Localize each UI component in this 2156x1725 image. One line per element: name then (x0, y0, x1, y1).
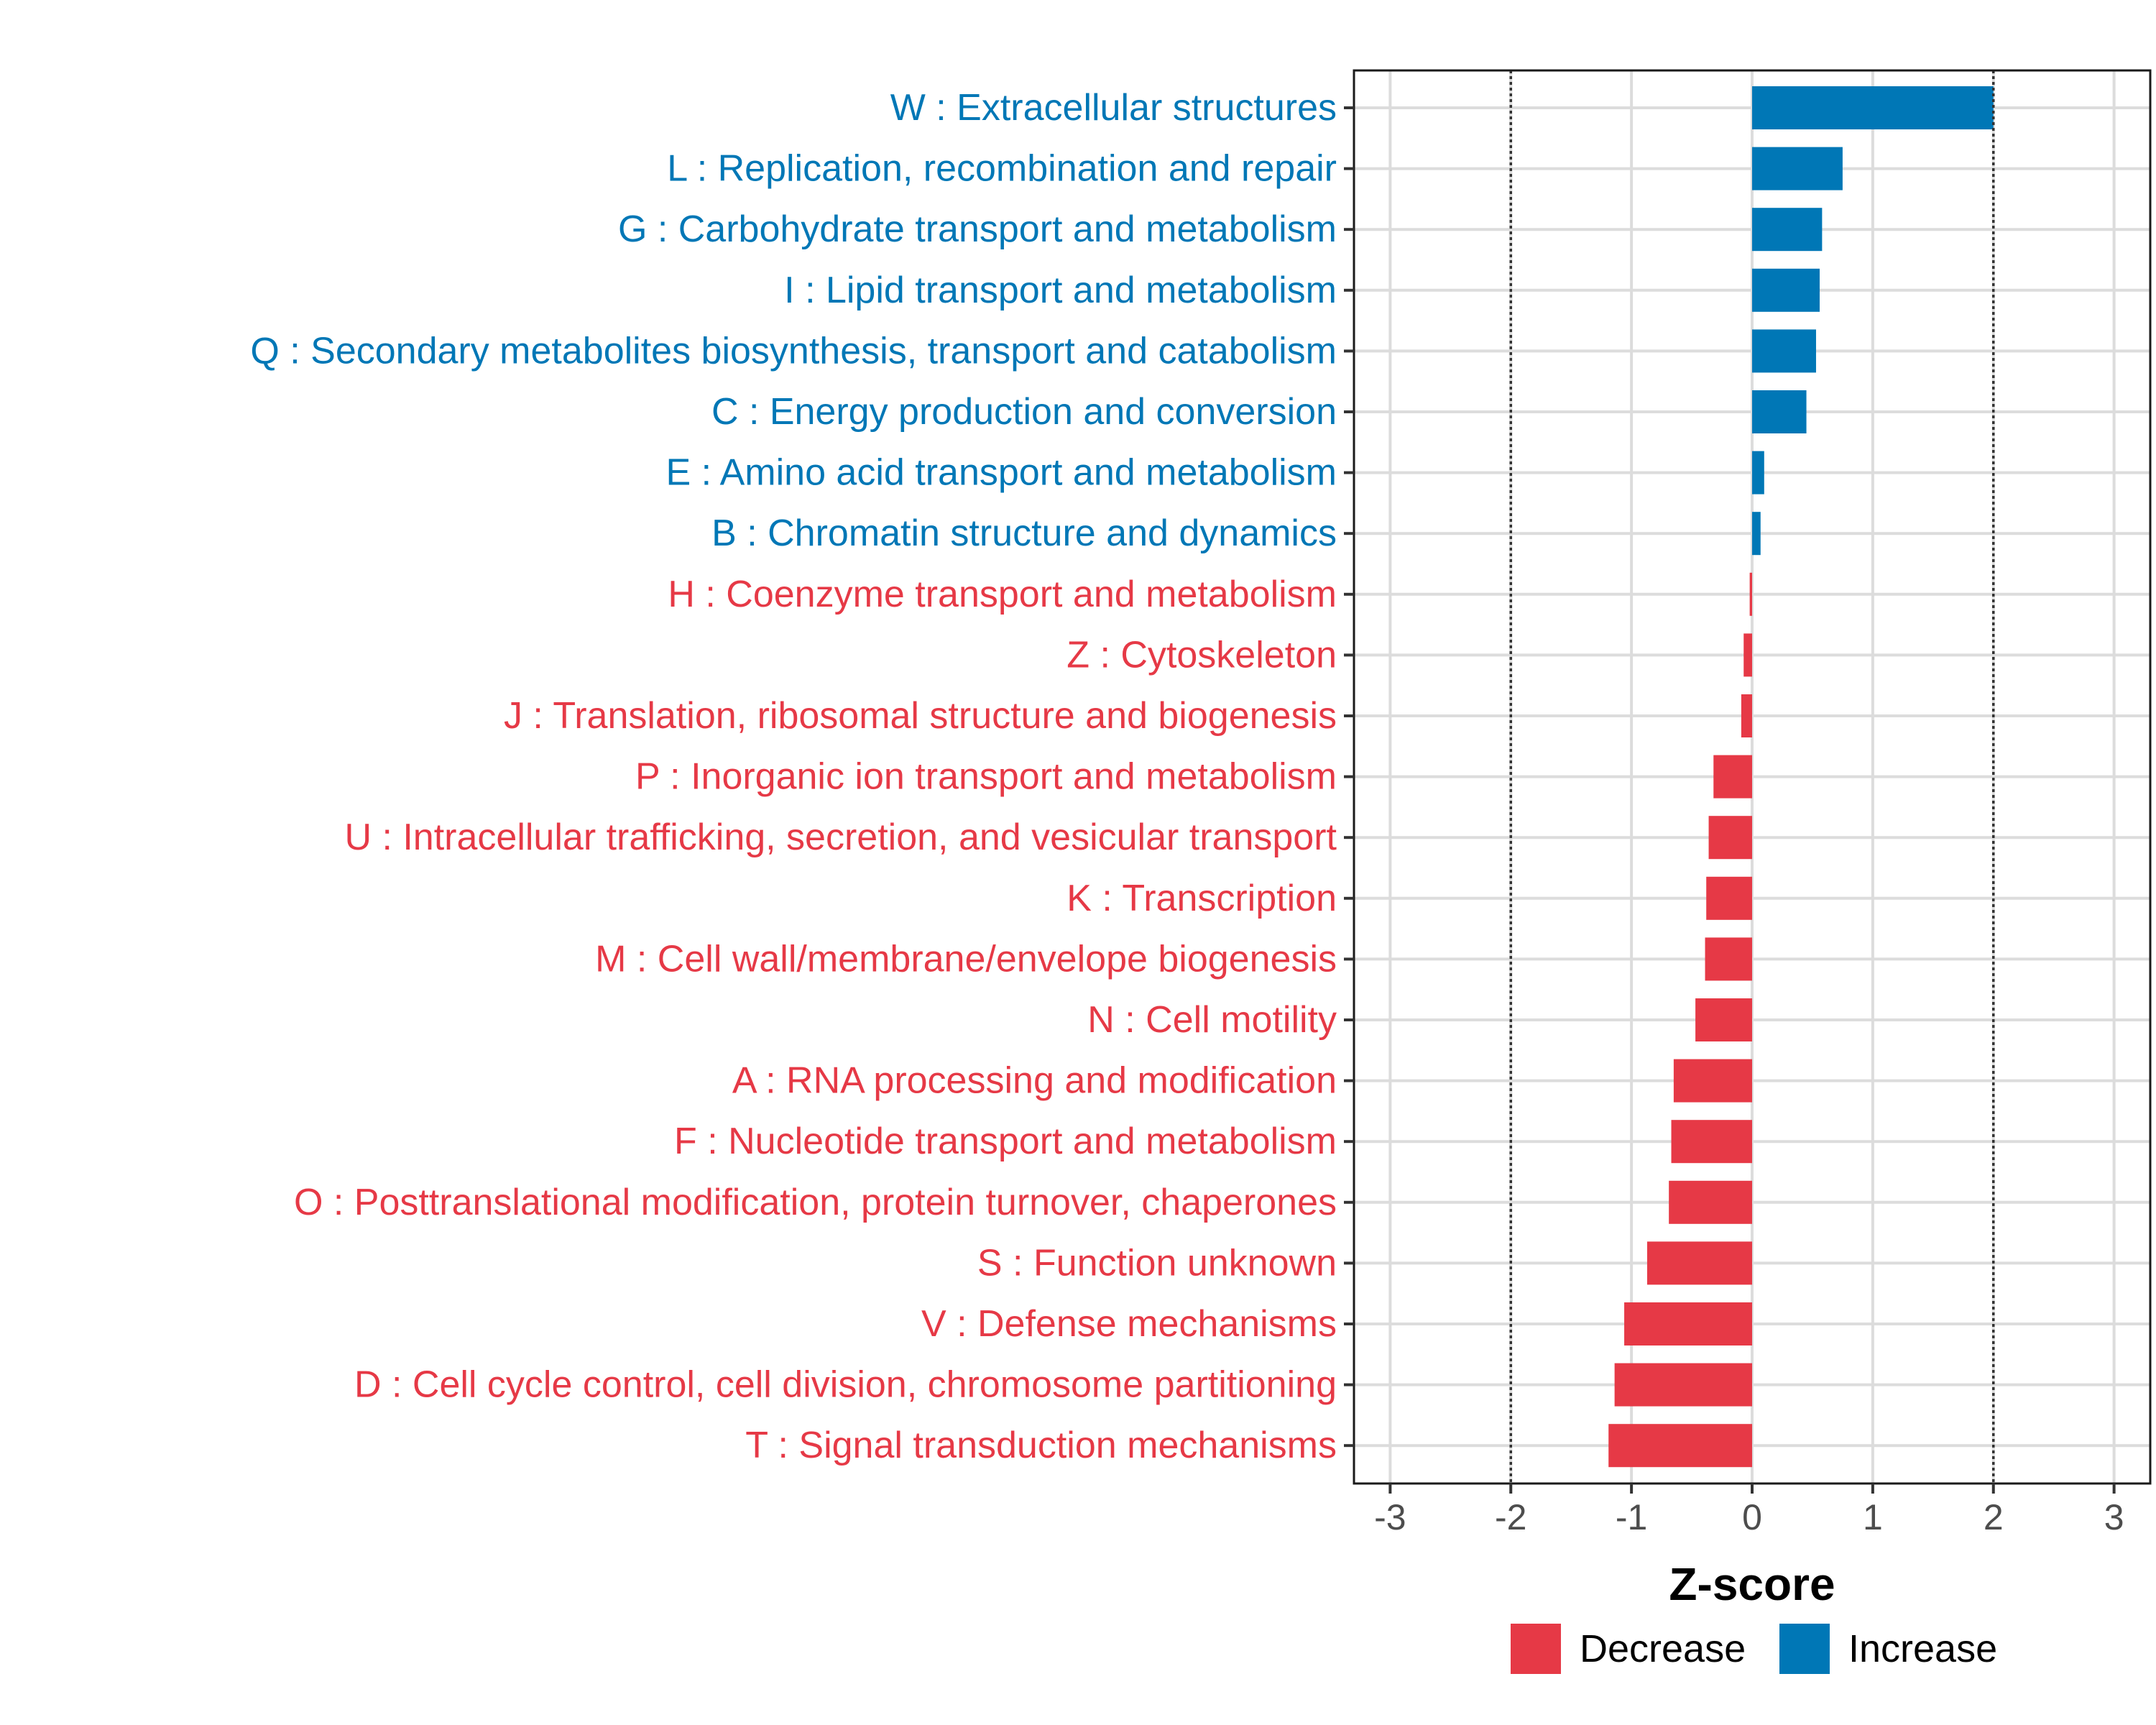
legend-key (1511, 1624, 1561, 1674)
bar (1673, 1059, 1752, 1103)
bar (1752, 390, 1807, 433)
category-label: H : Coenzyme transport and metabolism (668, 574, 1337, 615)
bar (1741, 694, 1752, 737)
legend-key (1779, 1624, 1830, 1674)
x-tick-label: -2 (1495, 1497, 1526, 1537)
bar (1608, 1424, 1752, 1468)
bar (1669, 1180, 1752, 1224)
y-axis-ticks (1344, 106, 1354, 1448)
category-label: N : Cell motility (1087, 999, 1337, 1041)
category-label: O : Posttranslational modification, prot… (294, 1182, 1337, 1223)
bar (1752, 147, 1843, 190)
bar (1713, 755, 1752, 799)
category-label: Q : Secondary metabolites biosynthesis, … (250, 330, 1337, 372)
x-tick-label: 2 (1984, 1497, 2004, 1537)
category-label: W : Extracellular structures (890, 87, 1337, 129)
category-label: J : Translation, ribosomal structure and… (504, 695, 1337, 737)
bar (1752, 451, 1764, 494)
x-tick-label: -3 (1374, 1497, 1406, 1537)
bar (1752, 268, 1820, 312)
category-label: I : Lipid transport and metabolism (784, 270, 1337, 311)
legend-label: Decrease (1580, 1627, 1746, 1670)
x-axis-title: Z-score (1669, 1558, 1835, 1610)
category-label: C : Energy production and conversion (711, 391, 1337, 433)
bar (1706, 876, 1752, 920)
category-label: D : Cell cycle control, cell division, c… (354, 1364, 1337, 1406)
category-label: U : Intracellular trafficking, secretion… (344, 816, 1337, 858)
x-tick-label: 3 (2104, 1497, 2124, 1537)
category-label: M : Cell wall/membrane/envelope biogenes… (595, 938, 1337, 980)
category-label: T : Signal transduction mechanisms (745, 1425, 1337, 1466)
category-label: E : Amino acid transport and metabolism (665, 452, 1337, 494)
legend-label: Increase (1848, 1627, 1997, 1670)
bar (1752, 329, 1816, 373)
bar (1749, 572, 1752, 616)
legend: Decrease Increase (1511, 1624, 1997, 1674)
category-label: S : Function unknown (977, 1242, 1337, 1284)
category-label: V : Defense mechanisms (921, 1303, 1337, 1345)
bar (1695, 998, 1752, 1041)
category-label: Z : Cytoskeleton (1067, 634, 1337, 676)
bar (1708, 816, 1752, 860)
x-axis-tick-labels: -3 -2 -1 0 1 2 3 (1374, 1497, 2124, 1537)
bar (1752, 86, 1994, 129)
x-tick-label: 0 (1742, 1497, 1762, 1537)
bar (1705, 937, 1752, 981)
bars (1608, 86, 1994, 1468)
category-label: F : Nucleotide transport and metabolism (674, 1121, 1337, 1162)
category-label: P : Inorganic ion transport and metaboli… (635, 756, 1337, 798)
bar (1752, 208, 1823, 252)
category-label: L : Replication, recombination and repai… (667, 148, 1337, 190)
category-label: B : Chromatin structure and dynamics (711, 512, 1337, 554)
bar (1671, 1120, 1752, 1164)
category-label: A : RNA processing and modification (732, 1060, 1337, 1102)
bar (1646, 1241, 1752, 1285)
bar (1614, 1363, 1752, 1407)
category-label: G : Carbohydrate transport and metabolis… (618, 208, 1337, 250)
y-axis-category-labels: W : Extracellular structures L : Replicat… (250, 87, 1337, 1466)
category-label: K : Transcription (1067, 878, 1337, 919)
bar (1624, 1302, 1752, 1346)
x-tick-label: 1 (1863, 1497, 1883, 1537)
bar (1752, 512, 1761, 556)
x-axis-ticks (1388, 1484, 2116, 1494)
bar (1743, 633, 1752, 677)
x-tick-label: -1 (1616, 1497, 1647, 1537)
